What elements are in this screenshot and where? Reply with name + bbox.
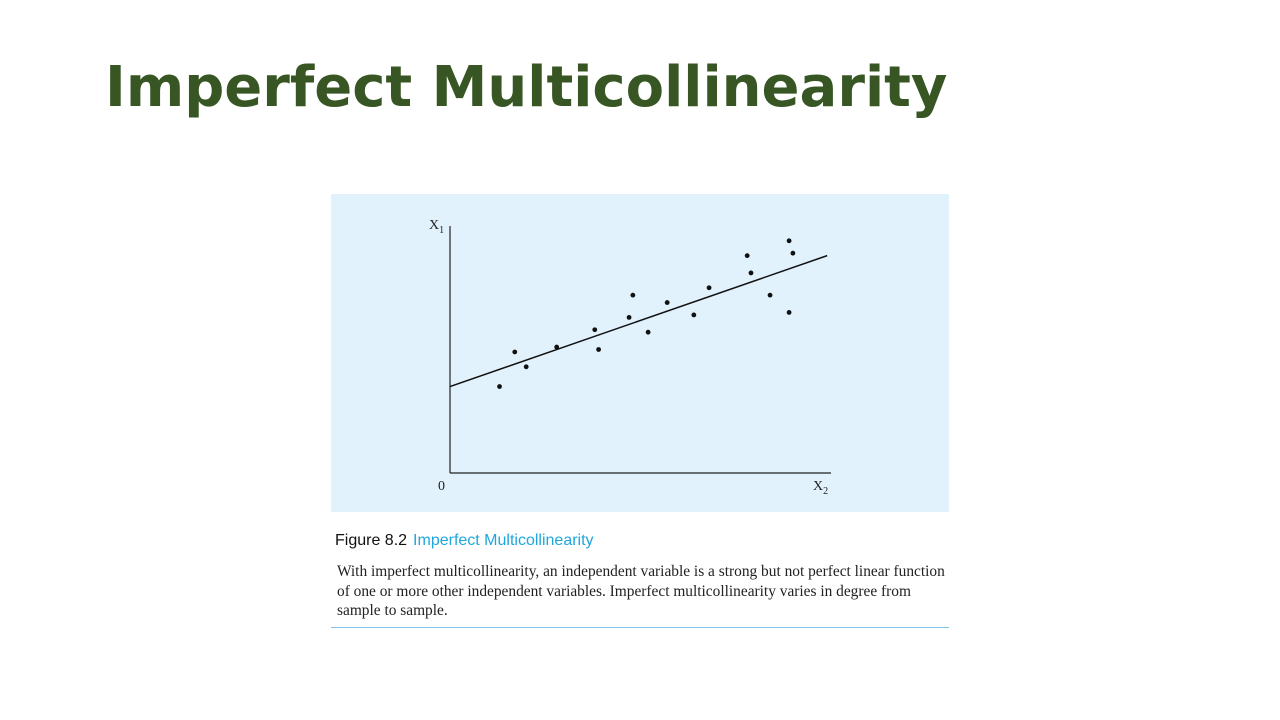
data-point-11 — [691, 312, 697, 318]
data-point-18 — [790, 250, 796, 256]
slide-title: Imperfect Multicollinearity — [105, 55, 948, 120]
data-point-2 — [512, 349, 518, 355]
data-points — [497, 238, 796, 389]
data-point-9 — [645, 329, 651, 335]
data-point-6 — [596, 347, 601, 352]
data-point-13 — [744, 253, 750, 259]
data-point-12 — [706, 285, 712, 291]
figure-number: Figure 8.2 — [335, 532, 408, 549]
y-axis-subscript: 1 — [439, 225, 444, 236]
y-axis-label: X1 — [429, 218, 444, 236]
figure-name: Imperfect Multicollinearity — [413, 532, 594, 549]
data-point-4 — [554, 344, 560, 350]
data-point-17 — [786, 238, 792, 244]
regression-line — [449, 254, 828, 388]
origin-label: 0 — [438, 479, 445, 494]
x-axis-letter: X — [813, 479, 823, 494]
data-point-14 — [748, 270, 754, 276]
figure-panel: X1 X2 0 — [331, 194, 949, 512]
x-axis-subscript: 2 — [823, 486, 828, 497]
figure-caption-heading: Figure 8.2 Imperfect Multicollinearity — [335, 530, 594, 552]
data-point-8 — [630, 292, 636, 298]
figure-caption-text: With imperfect multicollinearity, an ind… — [337, 563, 945, 619]
data-point-1 — [497, 384, 502, 389]
scatter-chart: X1 X2 0 — [429, 218, 831, 497]
x-axis-label: X2 — [813, 479, 828, 497]
data-point-3 — [523, 364, 529, 370]
data-point-5 — [592, 327, 598, 333]
data-point-15 — [767, 292, 773, 298]
caption-divider — [331, 627, 949, 628]
data-point-16 — [786, 310, 792, 315]
y-axis-letter: X — [429, 218, 439, 233]
data-point-10 — [664, 300, 670, 305]
data-point-7 — [626, 314, 632, 320]
